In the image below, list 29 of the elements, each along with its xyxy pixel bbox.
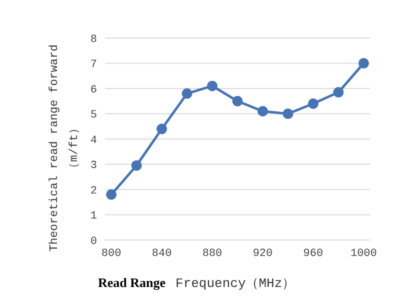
point bbox=[282, 108, 294, 119]
y-tick-label: 8 bbox=[90, 34, 97, 46]
point bbox=[358, 58, 369, 68]
point bbox=[333, 87, 344, 98]
point bbox=[257, 106, 268, 116]
y-axis-title: Theoretical read range forward（m/ft） bbox=[47, 43, 82, 254]
x-axis-title: Frequency（MHz） bbox=[176, 276, 296, 291]
y-tick-label: 5 bbox=[90, 110, 97, 122]
x-tick-label: 1000 bbox=[350, 248, 377, 260]
point bbox=[207, 80, 218, 92]
point bbox=[131, 160, 142, 171]
x-tick-label: 920 bbox=[252, 248, 273, 260]
y-tick-label: 0 bbox=[90, 236, 97, 248]
y-tick-label: 3 bbox=[90, 160, 97, 172]
y-tick-label: 2 bbox=[90, 185, 97, 198]
text: Read Range bbox=[98, 275, 166, 290]
y-tick-label: 4 bbox=[90, 134, 98, 147]
x-tick-label: 800 bbox=[101, 248, 122, 260]
y-tick-label: 6 bbox=[90, 84, 97, 96]
x-tick-label: 840 bbox=[152, 248, 172, 260]
y-tick-label: 1 bbox=[90, 210, 98, 223]
point bbox=[156, 124, 168, 134]
point bbox=[232, 96, 243, 106]
point bbox=[182, 88, 192, 99]
point bbox=[106, 189, 117, 200]
x-tick-label: 960 bbox=[303, 248, 324, 260]
point bbox=[308, 98, 318, 109]
x-tick-label: 880 bbox=[202, 248, 222, 260]
y-tick-label: 7 bbox=[90, 59, 97, 72]
